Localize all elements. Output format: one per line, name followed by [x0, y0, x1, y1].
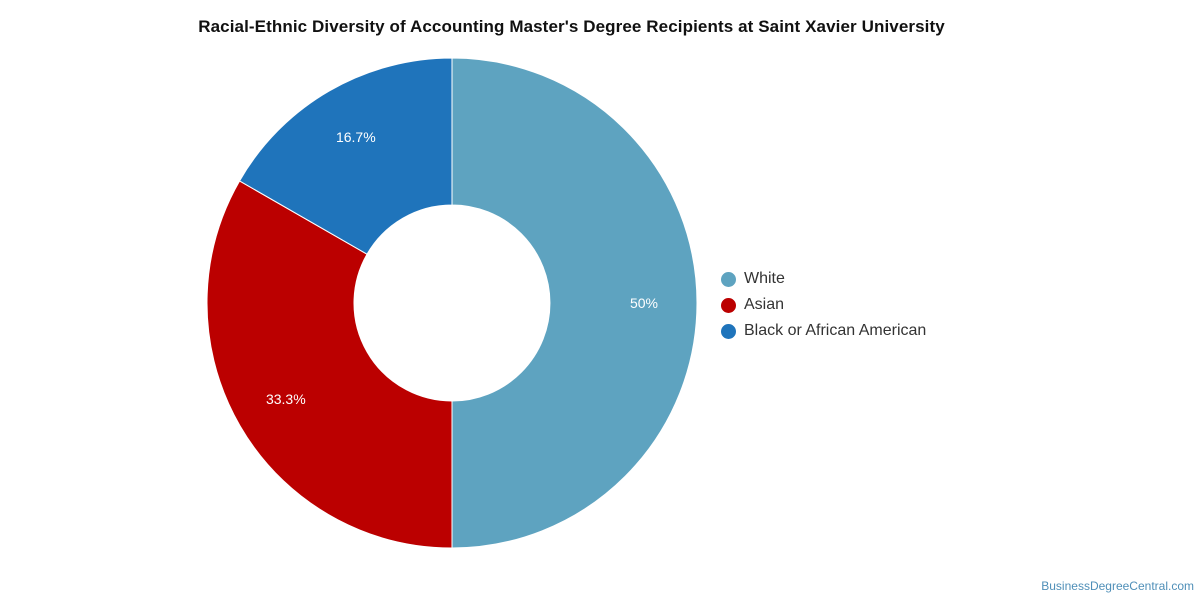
legend-item-white[interactable]: White: [721, 266, 926, 292]
legend-label-white: White: [744, 270, 785, 287]
legend: White Asian Black or African American: [721, 266, 926, 344]
legend-swatch-white: [721, 271, 736, 287]
legend-swatch-black-or-african-american: [721, 323, 736, 339]
slice-label-black-or-african-american: 16.7%: [336, 129, 376, 145]
legend-item-black-or-african-american[interactable]: Black or African American: [721, 318, 926, 344]
legend-swatch-asian: [721, 297, 736, 313]
legend-label-asian: Asian: [744, 296, 785, 313]
legend-item-asian[interactable]: Asian: [721, 292, 926, 318]
slice-label-white: 50%: [630, 295, 658, 311]
slice-white[interactable]: [451, 57, 698, 549]
slice-label-asian: 33.3%: [266, 391, 306, 407]
slice-asian[interactable]: [206, 180, 453, 549]
slice-black-or-african-american[interactable]: [238, 57, 453, 255]
legend-label-black-or-african-american: Black or African American: [744, 322, 927, 339]
chart-title: Racial-Ethnic Diversity of Accounting Ma…: [198, 17, 945, 36]
watermark-link[interactable]: BusinessDegreeCentral.com: [1041, 579, 1194, 593]
